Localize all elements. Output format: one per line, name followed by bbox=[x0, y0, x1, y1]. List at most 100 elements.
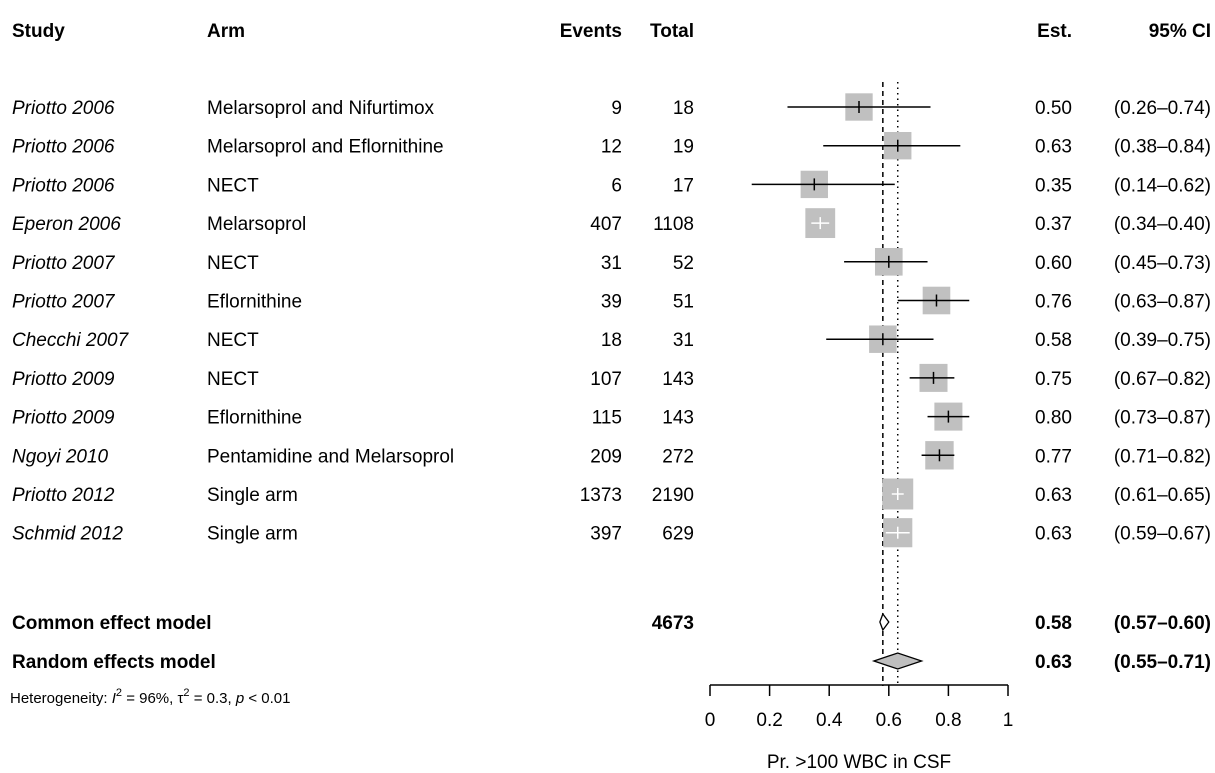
tau-value: = 0.3, bbox=[190, 690, 236, 707]
header-total: Total bbox=[650, 21, 694, 42]
heterogeneity-prefix: Heterogeneity: bbox=[10, 690, 112, 707]
ci-value: (0.39–0.75) bbox=[1114, 330, 1211, 351]
estimate-value: 0.63 bbox=[1035, 485, 1072, 506]
study-rows: Priotto 2006 Melarsoprol and Nifurtimox 9 1… bbox=[12, 93, 1211, 548]
header-ci: 95% CI bbox=[1149, 21, 1211, 42]
pooled-rows: Common effect model 4673 0.58 (0.57–0.60) Ra… bbox=[12, 612, 1211, 673]
study-name: Priotto 2006 bbox=[12, 98, 115, 119]
pooled-estimate: 0.63 bbox=[1035, 652, 1072, 673]
pooled-diamond bbox=[871, 652, 924, 670]
events-value: 1373 bbox=[580, 485, 622, 506]
total-value: 18 bbox=[673, 98, 694, 119]
study-name: Priotto 2009 bbox=[12, 369, 115, 390]
arm-label: NECT bbox=[207, 175, 259, 196]
x-tick-label: 0.4 bbox=[816, 710, 843, 731]
study-row: Ngoyi 2010 Pentamidine and Melarsoprol 209… bbox=[12, 441, 1211, 470]
ci-value: (0.38–0.84) bbox=[1114, 137, 1211, 158]
arm-label: Melarsoprol and Eflornithine bbox=[207, 137, 444, 158]
total-value: 143 bbox=[662, 369, 694, 390]
events-value: 39 bbox=[601, 292, 622, 313]
pooled-estimate: 0.58 bbox=[1035, 613, 1072, 634]
ci-value: (0.14–0.62) bbox=[1114, 175, 1211, 196]
p-symbol: p bbox=[235, 690, 244, 707]
study-row: Checchi 2007 NECT 18 31 0.58 (0.39–0.75) bbox=[12, 325, 1211, 353]
events-value: 31 bbox=[601, 253, 622, 274]
events-value: 107 bbox=[590, 369, 622, 390]
study-name: Schmid 2012 bbox=[12, 524, 123, 545]
ci-value: (0.45–0.73) bbox=[1114, 253, 1211, 274]
study-row: Priotto 2007 NECT 31 52 0.60 (0.45–0.73) bbox=[12, 247, 1211, 276]
i2-superscript: 2 bbox=[116, 687, 122, 699]
estimate-value: 0.76 bbox=[1035, 292, 1072, 313]
tau-symbol: τ bbox=[177, 690, 183, 707]
events-value: 6 bbox=[611, 175, 622, 196]
study-name: Eperon 2006 bbox=[12, 214, 121, 235]
total-value: 1108 bbox=[653, 214, 694, 235]
pooled-ci: (0.55–0.71) bbox=[1114, 652, 1211, 673]
pooled-ci: (0.57–0.60) bbox=[1114, 613, 1211, 634]
estimate-value: 0.37 bbox=[1035, 214, 1072, 235]
x-tick-label: 0.2 bbox=[756, 710, 782, 731]
x-axis: 0 0.2 0.4 0.6 0.8 1 bbox=[705, 684, 1013, 731]
total-value: 17 bbox=[673, 175, 694, 196]
header-study: Study bbox=[12, 21, 65, 42]
x-axis-label: Pr. >100 WBC in CSF bbox=[767, 752, 951, 773]
arm-label: NECT bbox=[207, 369, 259, 390]
study-row: Priotto 2009 NECT 107 143 0.75 (0.67–0.82) bbox=[12, 363, 1211, 392]
arm-label: Single arm bbox=[207, 485, 298, 506]
study-name: Priotto 2007 bbox=[12, 253, 116, 274]
study-row: Priotto 2007 Eflornithine 39 51 0.76 (0.63–0.… bbox=[12, 286, 1211, 315]
study-row: Priotto 2006 Melarsoprol and Nifurtimox 9 1… bbox=[12, 93, 1211, 121]
total-value: 19 bbox=[673, 137, 694, 158]
estimate-value: 0.58 bbox=[1035, 330, 1072, 351]
total-value: 52 bbox=[673, 253, 694, 274]
i2-symbol: I bbox=[112, 690, 116, 707]
study-name: Priotto 2006 bbox=[12, 175, 115, 196]
heterogeneity-text: Heterogeneity: I2 = 96%, τ2 = 0.3, p < 0… bbox=[10, 687, 290, 707]
estimate-value: 0.80 bbox=[1035, 408, 1072, 429]
study-row: Priotto 2006 Melarsoprol and Eflornithine… bbox=[12, 132, 1211, 160]
arm-label: NECT bbox=[207, 253, 259, 274]
pooled-row: Random effects model 0.63 (0.55–0.71) bbox=[12, 652, 1211, 673]
study-row: Priotto 2009 Eflornithine 115 143 0.80 (0.73–… bbox=[12, 402, 1211, 431]
events-value: 18 bbox=[601, 330, 622, 351]
arm-label: Eflornithine bbox=[207, 408, 302, 429]
x-tick-label: 0.6 bbox=[876, 710, 902, 731]
study-name: Priotto 2007 bbox=[12, 292, 116, 313]
i2-value: = 96%, bbox=[122, 690, 177, 707]
events-value: 9 bbox=[611, 98, 622, 119]
estimate-value: 0.35 bbox=[1035, 175, 1072, 196]
arm-label: Melarsoprol bbox=[207, 214, 306, 235]
x-tick-label: 0 bbox=[705, 710, 716, 731]
pooled-diamond bbox=[879, 612, 890, 632]
events-value: 397 bbox=[590, 524, 622, 545]
estimate-value: 0.50 bbox=[1035, 98, 1072, 119]
pooled-total: 4673 bbox=[652, 613, 694, 634]
tau-superscript: 2 bbox=[183, 687, 189, 699]
study-name: Priotto 2012 bbox=[12, 485, 115, 506]
x-tick-label: 0.8 bbox=[935, 710, 961, 731]
events-value: 12 bbox=[601, 137, 622, 158]
ci-value: (0.59–0.67) bbox=[1114, 524, 1211, 545]
pooled-label: Common effect model bbox=[12, 613, 212, 634]
arm-label: Pentamidine and Melarsoprol bbox=[207, 446, 454, 467]
study-row: Priotto 2006 NECT 6 17 0.35 (0.14–0.62) bbox=[12, 170, 1211, 199]
reference-lines bbox=[882, 82, 899, 686]
total-value: 2190 bbox=[652, 485, 694, 506]
total-value: 51 bbox=[673, 292, 694, 313]
pooled-label: Random effects model bbox=[12, 652, 216, 673]
total-value: 31 bbox=[673, 330, 694, 351]
study-name: Checchi 2007 bbox=[12, 330, 130, 351]
arm-label: Eflornithine bbox=[207, 292, 302, 313]
ci-value: (0.71–0.82) bbox=[1114, 446, 1211, 467]
total-value: 272 bbox=[662, 446, 694, 467]
estimate-value: 0.63 bbox=[1035, 524, 1072, 545]
header-est: Est. bbox=[1037, 21, 1072, 42]
ci-value: (0.34–0.40) bbox=[1114, 214, 1211, 235]
p-value: < 0.01 bbox=[244, 690, 290, 707]
column-headers: Study Arm Events Total Est. 95% CI bbox=[12, 21, 1211, 42]
total-value: 629 bbox=[662, 524, 694, 545]
ci-value: (0.73–0.87) bbox=[1114, 408, 1211, 429]
ci-value: (0.67–0.82) bbox=[1114, 369, 1211, 390]
study-row: Schmid 2012 Single arm 397 629 0.63 (0.59–0.6… bbox=[12, 518, 1211, 548]
